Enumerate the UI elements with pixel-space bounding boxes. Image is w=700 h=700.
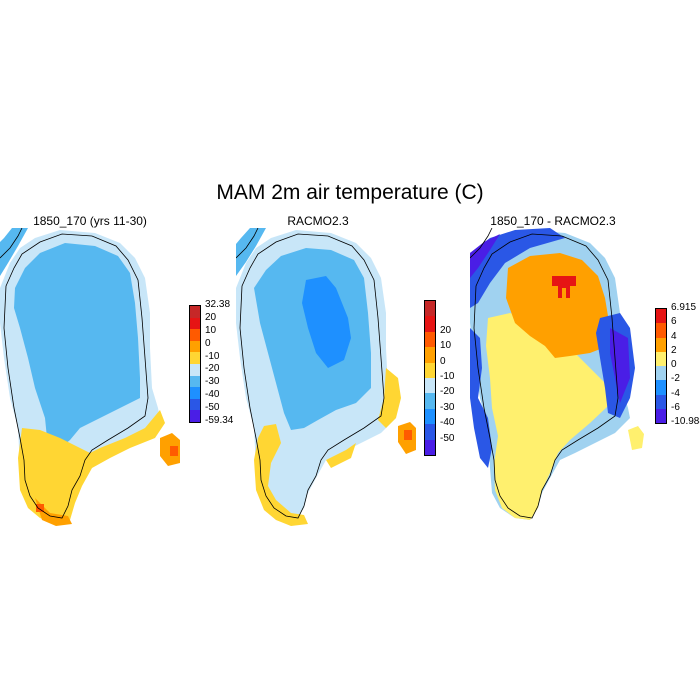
panel-3-coastline [473,233,619,519]
panel-1-colorbar: -59.34 -50 -40 -30 -20 -10 0 10 20 32.38 [189,300,249,426]
colorbar-segment [425,347,435,363]
colorbar-label: -2 [671,373,680,385]
colorbar-label: 6.915 [671,302,697,313]
colorbar-segment [190,340,200,353]
colorbar-segment [656,337,666,352]
colorbar-label: 0 [440,355,446,367]
colorbar-segment [425,424,435,440]
panel-3-west-cold [470,328,492,468]
panel-2-canada [236,228,266,276]
colorbar-label: -10 [205,350,220,362]
panel-1-map [0,228,180,526]
panel-1-canada [0,228,28,276]
colorbar-segment [190,375,200,388]
panel-3-neutral [486,313,610,520]
panel-2-summit [302,276,351,368]
colorbar-label: 10 [205,324,217,336]
colorbar-segment [425,408,435,425]
colorbar-label: -40 [205,389,220,401]
panel-3-iceland [628,426,644,450]
colorbar-label: -59.34 [205,415,234,426]
panel-3-title: 1850_170 - RACMO2.3 [490,214,616,228]
colorbar-label: 0 [671,359,677,370]
panel-1-coastline [3,233,149,519]
panel-3-warm-interior [506,253,610,358]
panel-1-coast-warm [18,410,165,524]
colorbar-segment [656,323,666,338]
colorbar-segment [190,398,200,411]
panel-3-colorbar: -10.988 -6 -4 -2 0 2 4 6 6.915 [655,303,700,427]
colorbar-label: 0 [205,337,211,349]
colorbar-label: -20 [205,363,220,375]
colorbar-segment [425,439,435,455]
panel-2-field [236,228,416,526]
panel-3-hotspot [552,276,576,298]
colorbar-segment [190,387,200,399]
colorbar-segment [425,393,435,409]
colorbar-segment [656,309,666,324]
colorbar-label: 10 [440,340,452,352]
colorbar-segment [190,306,200,318]
colorbar-segment [190,364,200,376]
colorbar-segment [425,331,435,348]
colorbar-label: -30 [205,376,220,388]
colorbar-segment [425,378,435,394]
panel-3-map [470,228,644,520]
colorbar-label: 6 [671,316,677,328]
colorbar-label: -10.988 [671,416,700,427]
colorbar-segment [190,329,200,341]
colorbar-segment [656,351,666,366]
colorbar-segment [656,394,666,409]
colorbar-label: -20 [440,386,455,398]
panel-1-interior [14,243,140,450]
colorbar-segment [190,410,200,422]
colorbar-label: 32.38 [205,299,231,310]
colorbar-segment [425,301,435,317]
figure-title: MAM 2m air temperature (C) [216,181,484,204]
colorbar-segment [190,352,200,364]
colorbar-segment [190,317,200,330]
colorbar-label: 2 [671,344,677,356]
colorbar-segment [656,380,666,395]
colorbar-segment [425,316,435,332]
colorbar-label: 4 [671,330,677,342]
colorbar-label: -10 [440,371,455,382]
colorbar-segment [425,362,435,378]
panel-1-title: 1850_170 (yrs 11-30) [33,214,147,228]
panel-2-title: RACMO2.3 [287,214,349,228]
colorbar-segment [656,366,666,381]
panel-2-coast-warm [254,424,308,526]
colorbar-label: 20 [440,324,452,336]
panel-3-field [470,228,644,520]
colorbar-label: -50 [205,402,220,414]
colorbar-label: -40 [440,417,455,429]
colorbar-label: -50 [440,432,455,444]
panel-1-field [0,228,180,526]
panel-2-coastline [239,233,385,519]
colorbar-segment [656,408,666,423]
colorbar-label: -6 [671,401,680,413]
panel-2-map [236,228,416,526]
colorbar-label: -4 [671,387,680,399]
colorbar-label: 20 [205,311,217,323]
colorbar-label: -30 [440,401,455,413]
panel-3-north-cold [470,228,565,308]
panel-2-colorbar: -50 -40 -30 -20 -10 0 10 20 [424,300,474,456]
panel-1-south-tip [35,498,72,526]
